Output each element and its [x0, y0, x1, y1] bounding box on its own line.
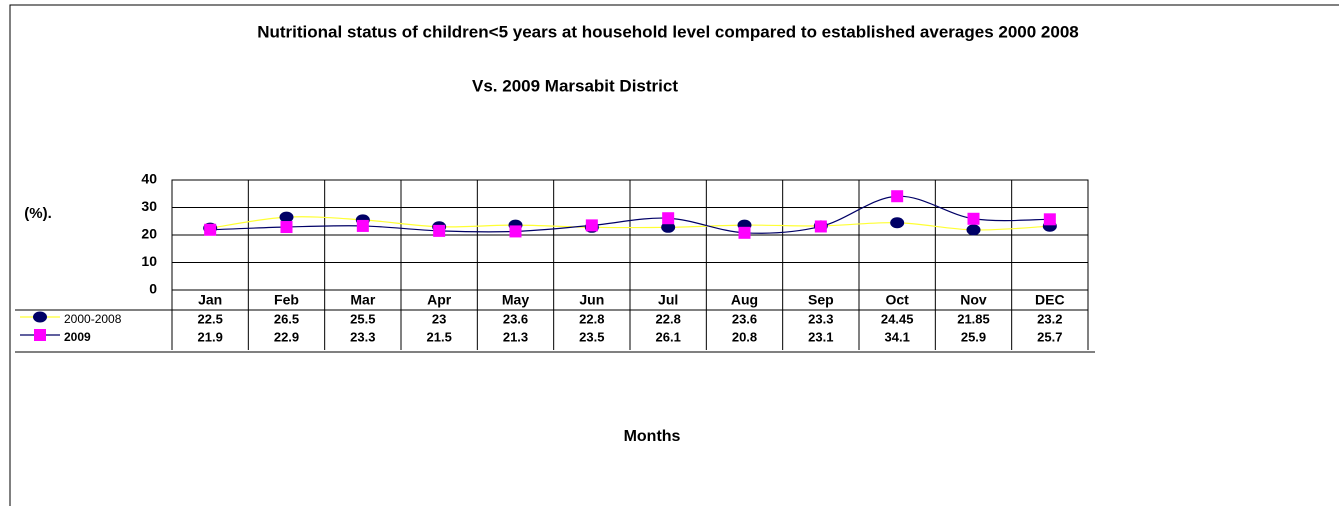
table-value: 23	[432, 311, 446, 326]
marker	[34, 329, 46, 341]
marker	[204, 223, 217, 236]
marker	[661, 221, 676, 233]
x-tick-label: Jul	[658, 292, 678, 308]
y-tick-label: 10	[141, 253, 157, 269]
table-value: 22.9	[274, 329, 299, 344]
table-value: 25.9	[961, 329, 986, 344]
table-value: 26.1	[656, 329, 681, 344]
table-value: 21.5	[427, 329, 452, 344]
marker	[891, 190, 904, 203]
x-axis-label: Months	[624, 428, 681, 445]
table-value: 23.6	[503, 311, 528, 326]
marker	[662, 212, 675, 225]
table-value: 34.1	[885, 329, 910, 344]
x-tick-label: DEC	[1035, 292, 1065, 308]
x-tick-label: Nov	[960, 292, 987, 308]
y-tick-label: 40	[141, 171, 157, 187]
x-tick-label: Aug	[731, 292, 758, 308]
table-value: 23.3	[808, 311, 833, 326]
chart-subtitle: Vs. 2009 Marsabit District	[472, 76, 678, 95]
table-value: 23.6	[732, 311, 757, 326]
table-value: 22.8	[579, 311, 604, 326]
marker	[585, 219, 598, 232]
marker	[890, 217, 905, 229]
y-axis-label: (%).	[24, 205, 52, 222]
series-line	[210, 216, 1050, 231]
marker	[356, 219, 369, 232]
legend-label: 2000-2008	[64, 312, 122, 326]
table-value: 23.2	[1037, 311, 1062, 326]
x-tick-label: Mar	[350, 292, 375, 308]
table-value: 23.3	[350, 329, 375, 344]
marker	[280, 221, 293, 234]
marker	[33, 311, 47, 323]
table-value: 26.5	[274, 311, 299, 326]
y-tick-label: 20	[141, 226, 157, 242]
table-value: 21.85	[957, 311, 990, 326]
y-tick-label: 30	[141, 198, 157, 214]
table-value: 25.5	[350, 311, 375, 326]
x-tick-label: May	[502, 292, 529, 308]
table-value: 23.1	[808, 329, 833, 344]
marker	[509, 225, 522, 238]
x-tick-label: Feb	[274, 292, 299, 308]
y-tick-label: 0	[149, 281, 157, 297]
table-value: 24.45	[881, 311, 914, 326]
table-value: 22.8	[656, 311, 681, 326]
x-tick-label: Jan	[198, 292, 222, 308]
x-tick-label: Sep	[808, 292, 834, 308]
legend-label: 2009	[64, 330, 91, 344]
marker	[1043, 213, 1056, 226]
frame	[9, 4, 1339, 511]
table-value: 23.5	[579, 329, 604, 344]
table-value: 22.5	[198, 311, 223, 326]
marker	[966, 224, 981, 236]
marker	[279, 211, 294, 223]
table-value: 21.3	[503, 329, 528, 344]
marker	[738, 226, 751, 239]
table-value: 20.8	[732, 329, 757, 344]
marker	[967, 212, 980, 225]
table-value: 25.7	[1037, 329, 1062, 344]
table-value: 21.9	[198, 329, 223, 344]
marker	[814, 220, 827, 233]
x-tick-label: Oct	[885, 292, 909, 308]
x-tick-label: Jun	[579, 292, 604, 308]
marker	[433, 224, 446, 237]
x-tick-label: Apr	[427, 292, 452, 308]
chart-title: Nutritional status of children<5 years a…	[257, 22, 1079, 41]
